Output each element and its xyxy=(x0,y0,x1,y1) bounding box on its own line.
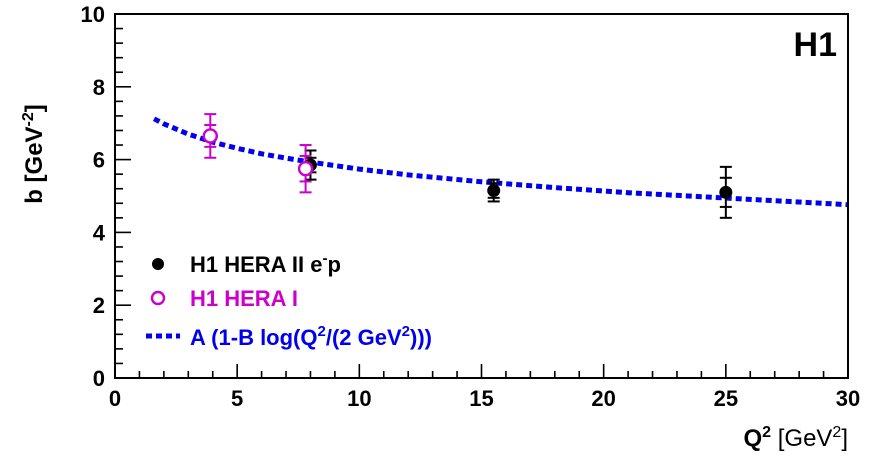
marker-layer xyxy=(202,128,733,199)
fit-curve-layer xyxy=(152,116,849,208)
legend-marker-hera2 xyxy=(152,258,164,270)
x-tick-label: 30 xyxy=(836,386,860,411)
x-tick-label: 15 xyxy=(469,386,493,411)
legend-label-fit: A (1-B log(Q2/(2 GeV2))) xyxy=(190,323,432,350)
y-tick-label: 0 xyxy=(93,366,105,391)
y-tick-label: 6 xyxy=(93,148,105,173)
x-tick-label: 5 xyxy=(231,386,243,411)
x-tick-label: 20 xyxy=(591,386,615,411)
data-point-hera1 xyxy=(202,128,218,144)
y-tick-label: 4 xyxy=(93,220,106,245)
x-axis-title: Q2 [GeV2] xyxy=(743,424,848,452)
legend: H1 HERA II e-p H1 HERA I A (1-B log(Q2/(… xyxy=(146,250,432,350)
x-tick-label: 25 xyxy=(714,386,738,411)
y-tick-label: 8 xyxy=(93,75,105,100)
plot-frame xyxy=(114,13,849,379)
y-tick-label: 10 xyxy=(81,2,105,27)
x-tick-label: 10 xyxy=(347,386,371,411)
y-tick-label: 2 xyxy=(93,293,105,318)
axis-layer: 0 5 10 15 20 25 30 0 2 4 6 8 10 xyxy=(81,2,861,411)
experiment-badge: H1 xyxy=(794,26,837,64)
data-point-hera2 xyxy=(719,185,733,199)
error-bar-layer xyxy=(204,113,732,219)
x-tick-label: 0 xyxy=(109,386,121,411)
fit-curve xyxy=(152,116,849,208)
data-point-hera2 xyxy=(487,184,501,198)
data-point-hera1 xyxy=(297,160,314,177)
y-axis-title: b [GeV-2] xyxy=(20,104,48,204)
legend-label-hera2: H1 HERA II e-p xyxy=(190,250,341,277)
legend-label-hera1: H1 HERA I xyxy=(190,286,298,311)
legend-marker-hera1 xyxy=(150,290,166,306)
